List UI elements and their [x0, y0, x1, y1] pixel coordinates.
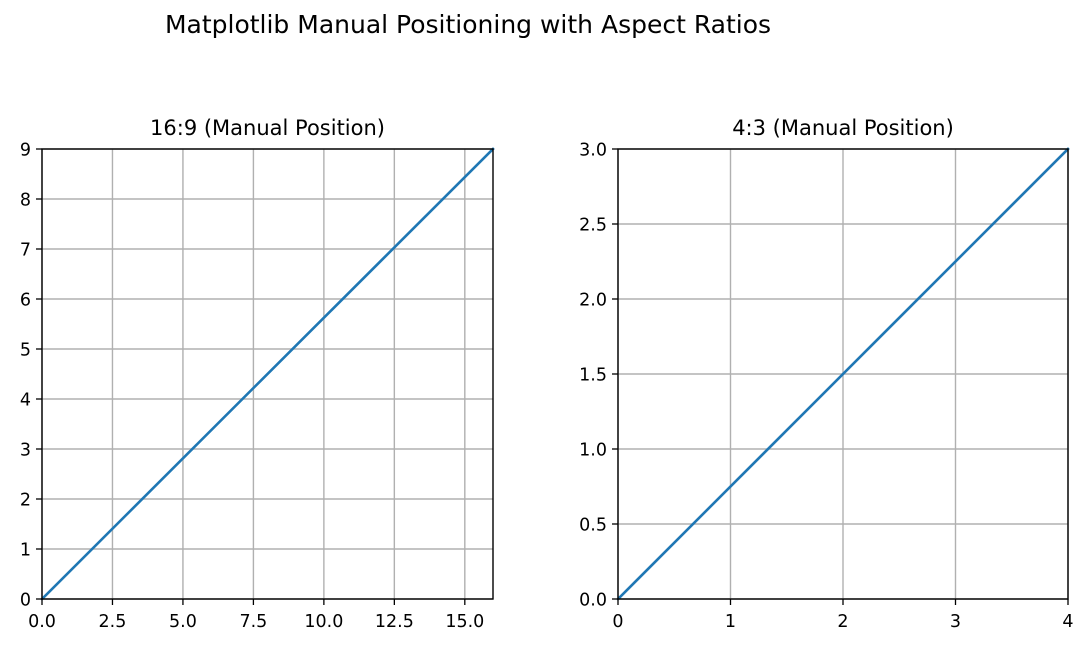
figure-suptitle: Matplotlib Manual Positioning with Aspec…	[164, 10, 772, 39]
x-tick-label: 0.0	[28, 612, 56, 632]
series-line	[616, 147, 1070, 601]
x-tick-label: 12.5	[375, 612, 414, 632]
y-tick-label: 8	[20, 191, 31, 211]
x-tick-label: 4	[1062, 612, 1073, 632]
x-tick-label: 0	[612, 612, 623, 632]
axes-frame	[41, 148, 494, 600]
y-tick-label: 0.5	[579, 516, 607, 536]
y-tick-label: 2.5	[579, 216, 607, 236]
y-tick-label: 1.0	[579, 441, 607, 461]
axes-1-title: 16:9 (Manual Position)	[150, 116, 385, 140]
y-tick-label: 0	[20, 591, 31, 611]
y-tick-label: 9	[20, 141, 31, 161]
y-tick-label: 3.0	[579, 141, 607, 161]
axes-1: 0.0 2.5 5.0 7.5 10.0 12.5 15.0 0 1 2 3 4 5 6 7 8 9	[20, 141, 495, 632]
x-tick-label: 2	[837, 612, 848, 632]
axes-2-title: 4:3 (Manual Position)	[732, 116, 954, 140]
y-tick-label: 1	[20, 541, 31, 561]
x-tick-label: 15.0	[445, 612, 484, 632]
x-tick-label: 5.0	[169, 612, 197, 632]
axes-2: 0 1 2 3 4 0.0 0.5 1.0 1.5 2.0 2.5 3.0	[579, 141, 1073, 633]
x-tick-label: 2.5	[99, 612, 127, 632]
x-tick-label: 7.5	[239, 612, 267, 632]
y-tick-label: 7	[20, 241, 31, 261]
y-tick-label: 2.0	[579, 291, 607, 311]
x-tick-label: 1	[725, 612, 736, 632]
y-tick-label: 0.0	[579, 591, 607, 611]
y-tick-label: 6	[20, 291, 31, 311]
series-line	[40, 147, 495, 601]
y-tick-label: 1.5	[579, 366, 607, 386]
y-tick-label: 4	[20, 391, 31, 411]
y-tick-label: 5	[20, 341, 31, 361]
y-tick-label: 2	[20, 491, 31, 511]
x-tick-label: 10.0	[304, 612, 343, 632]
y-tick-label: 3	[20, 441, 31, 461]
x-tick-label: 3	[950, 612, 961, 632]
